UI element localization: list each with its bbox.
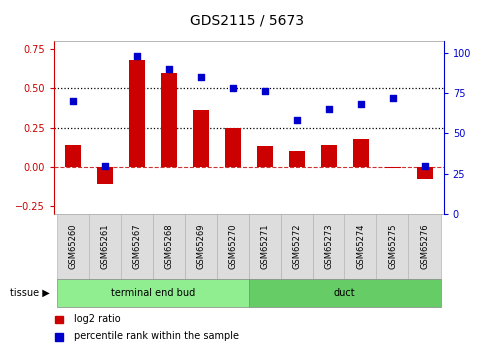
Point <box>165 66 173 71</box>
Text: duct: duct <box>334 288 355 298</box>
Bar <box>352 139 369 167</box>
Bar <box>97 167 113 184</box>
Point <box>325 106 333 112</box>
Text: GSM65270: GSM65270 <box>228 224 238 269</box>
Bar <box>193 110 209 167</box>
Bar <box>321 145 337 167</box>
Point <box>229 86 237 91</box>
Text: GSM65275: GSM65275 <box>388 224 397 269</box>
Point <box>197 74 205 80</box>
Text: GSM65272: GSM65272 <box>292 224 301 269</box>
Bar <box>289 151 305 167</box>
Point <box>102 163 109 168</box>
Text: tissue ▶: tissue ▶ <box>9 288 49 298</box>
Text: GSM65268: GSM65268 <box>165 224 174 269</box>
Bar <box>385 167 401 168</box>
Text: GSM65260: GSM65260 <box>69 224 78 269</box>
Text: GSM65273: GSM65273 <box>324 224 333 269</box>
Bar <box>161 73 177 167</box>
Text: terminal end bud: terminal end bud <box>111 288 195 298</box>
Text: GSM65271: GSM65271 <box>260 224 270 269</box>
Bar <box>257 147 273 167</box>
Bar <box>129 60 145 167</box>
Text: percentile rank within the sample: percentile rank within the sample <box>74 332 239 341</box>
Text: GSM65267: GSM65267 <box>133 224 141 269</box>
Text: log2 ratio: log2 ratio <box>74 314 121 324</box>
Point <box>421 163 428 168</box>
Point <box>357 101 365 107</box>
Point <box>70 98 77 104</box>
Text: GSM65274: GSM65274 <box>356 224 365 269</box>
Point <box>261 89 269 94</box>
Bar <box>66 145 81 167</box>
Bar <box>225 128 241 167</box>
Text: GSM65276: GSM65276 <box>420 224 429 269</box>
Bar <box>417 167 432 179</box>
Point <box>133 53 141 59</box>
Point <box>388 95 396 101</box>
Text: GDS2115 / 5673: GDS2115 / 5673 <box>189 13 304 28</box>
Text: GSM65261: GSM65261 <box>101 224 110 269</box>
Text: GSM65269: GSM65269 <box>197 224 206 269</box>
Point <box>293 118 301 123</box>
